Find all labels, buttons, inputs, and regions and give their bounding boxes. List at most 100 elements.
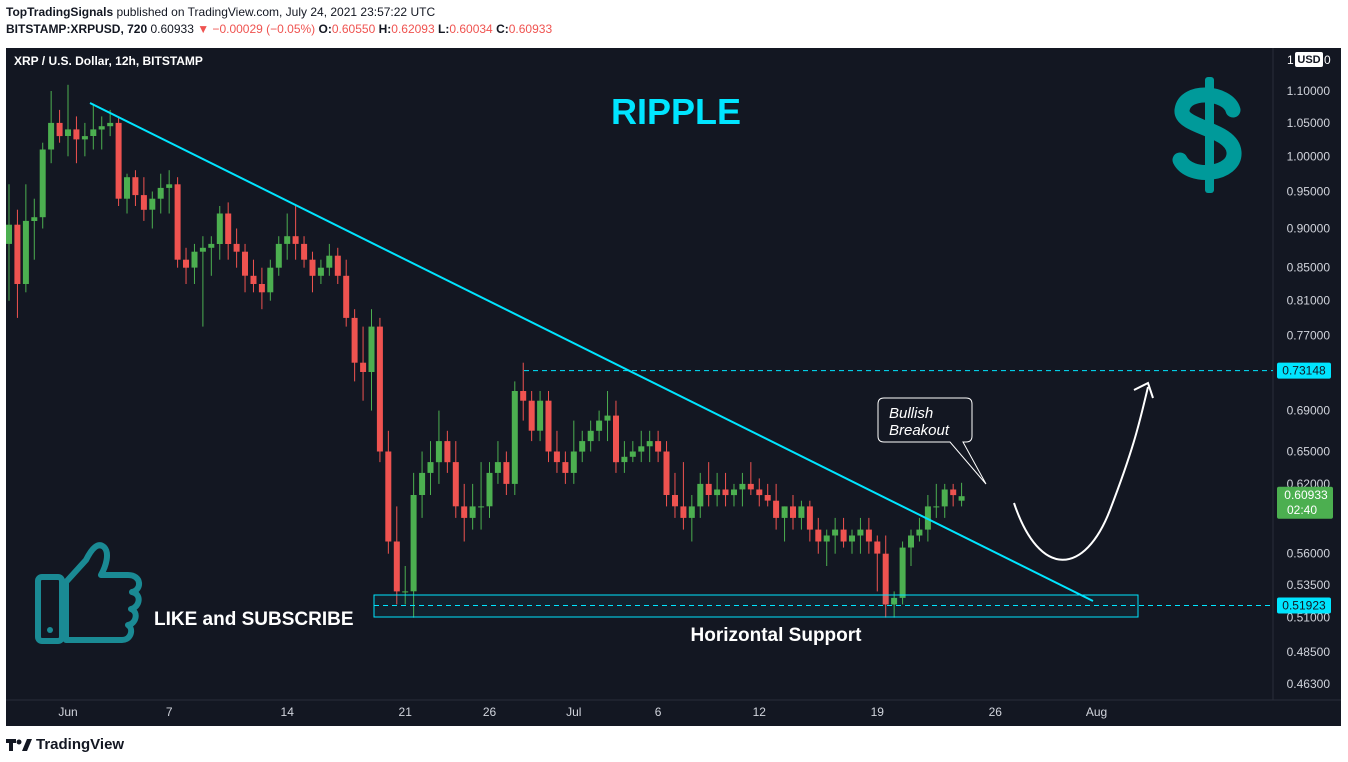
candle <box>621 441 628 473</box>
candle-body <box>663 451 670 495</box>
candle <box>672 472 678 518</box>
candle-body <box>284 236 291 244</box>
candle <box>478 462 485 530</box>
candle <box>941 483 948 518</box>
candle-body <box>452 462 459 507</box>
footer-brand-text: TradingView <box>36 736 125 753</box>
candle <box>132 170 139 206</box>
candle-body <box>840 529 847 542</box>
candle-body <box>208 243 215 248</box>
candle-body <box>494 462 501 473</box>
candle-body <box>301 243 308 260</box>
candle <box>537 391 544 442</box>
candle <box>368 309 375 411</box>
candle <box>739 472 746 507</box>
candle <box>840 517 847 548</box>
candle <box>494 441 501 484</box>
candle <box>48 91 55 164</box>
candle-body <box>31 217 38 221</box>
candle-body <box>326 255 333 268</box>
candle <box>646 430 653 463</box>
time-tick-0: Jun <box>58 705 77 719</box>
time-tick-1: 7 <box>166 705 173 719</box>
candle <box>545 391 552 463</box>
candle-body <box>604 415 611 421</box>
candle <box>503 451 510 495</box>
time-tick-3: 21 <box>399 705 413 719</box>
footer-brand[interactable]: TradingView <box>6 736 124 753</box>
candle-body <box>537 400 544 431</box>
candle <box>351 309 358 382</box>
candle-body <box>705 483 712 495</box>
candle <box>756 478 763 507</box>
candle-body <box>174 184 181 260</box>
candle <box>806 500 813 542</box>
candle-body <box>613 415 619 463</box>
candle-body <box>621 456 628 463</box>
candle <box>166 170 173 214</box>
publish-date: published on TradingView.com, July 24, 2… <box>113 5 436 19</box>
time-tick-5: Jul <box>566 705 581 719</box>
candle-body <box>427 462 434 473</box>
tradingview-logo-icon <box>6 738 32 751</box>
publisher-name[interactable]: TopTradingSignals <box>6 5 114 19</box>
candle <box>317 259 324 284</box>
chart-title: XRP / U.S. Dollar, 12h, BITSTAMP <box>14 54 203 68</box>
candle <box>402 566 409 605</box>
candle <box>629 441 636 463</box>
candle-body <box>410 495 417 592</box>
projection-arrow <box>1013 386 1149 561</box>
candle <box>579 430 586 463</box>
candle <box>815 517 822 554</box>
currency-badge[interactable] <box>1295 52 1323 67</box>
candle <box>334 247 341 284</box>
candle <box>6 184 12 301</box>
candle-body <box>688 506 695 518</box>
candle-body <box>958 496 965 501</box>
candle-body <box>908 535 914 548</box>
candle-body <box>233 243 240 252</box>
candle <box>520 362 527 421</box>
candle-body <box>115 122 122 199</box>
candle-body <box>680 506 687 518</box>
time-tick-9: 26 <box>989 705 1003 719</box>
price-tick-0: 1.10000 <box>1287 84 1331 98</box>
candle-body <box>747 483 754 490</box>
trend-line <box>89 102 1094 602</box>
candle <box>258 267 265 310</box>
candle <box>140 177 147 221</box>
candle-body <box>849 535 855 542</box>
candle <box>849 529 855 554</box>
candle-body <box>250 275 257 284</box>
time-tick-10: Aug <box>1086 705 1107 719</box>
candle-body <box>351 317 358 363</box>
price-chart[interactable]: XRP / U.S. Dollar, 12h, BITSTAMP 1 USD 0… <box>0 0 1348 730</box>
candle-body <box>806 506 813 530</box>
candle-body <box>56 122 63 137</box>
candle-body <box>469 506 476 518</box>
candle-body <box>587 430 594 442</box>
candle <box>950 483 957 507</box>
candle <box>309 251 316 293</box>
candle-body <box>933 506 940 508</box>
candle <box>225 202 232 260</box>
price-tick-2: 1.00000 <box>1287 149 1331 163</box>
candle <box>385 430 392 554</box>
projection-arrow-head <box>1133 381 1154 399</box>
publish-info: TopTradingSignals published on TradingVi… <box>6 5 435 19</box>
candle <box>31 198 38 260</box>
candle <box>891 591 898 618</box>
candle-body <box>882 553 889 605</box>
candle <box>81 122 88 157</box>
high-value: 0.62093 <box>391 22 435 36</box>
candle <box>301 236 308 268</box>
candle-body <box>183 259 189 268</box>
candle <box>284 213 291 260</box>
axis-top-left-label: 1 <box>1287 53 1294 67</box>
candle-body <box>402 591 409 593</box>
candle-body <box>714 489 721 496</box>
price-tick-3: 0.95000 <box>1287 185 1331 199</box>
price-tick-8: 0.69000 <box>1287 404 1331 418</box>
candle-body <box>697 483 704 507</box>
candle <box>680 462 687 530</box>
